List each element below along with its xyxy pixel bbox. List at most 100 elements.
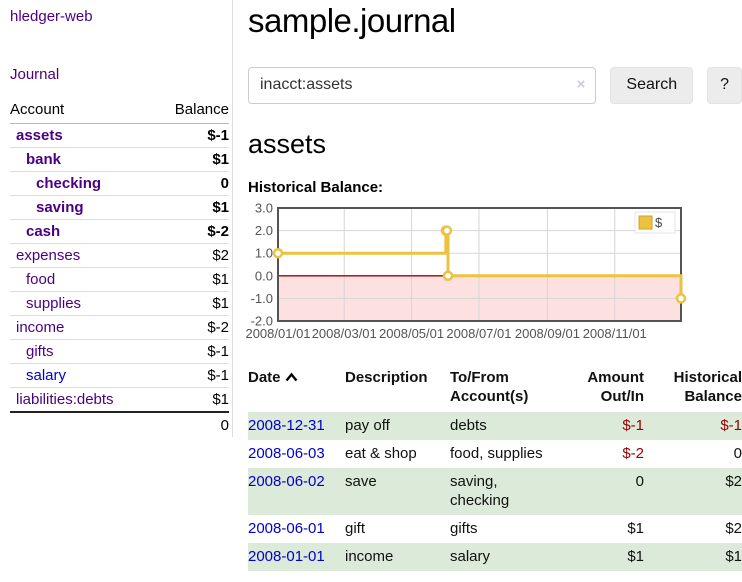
account-row: salary $-1 — [10, 363, 229, 388]
y-axis-label: 1.0 — [255, 246, 273, 261]
transaction-balance: $2 — [644, 467, 742, 515]
transaction-row[interactable]: 2008-06-03 eat & shop food, supplies $-2 0 — [248, 440, 742, 468]
legend-swatch — [638, 215, 653, 230]
historical-balance-chart: $3.0 2.0 1.0 0.0 -1.0 -2.0 2008/01/01 2008/03/0… — [245, 200, 742, 347]
page-title: sample.journal — [248, 2, 456, 39]
account-row: bank $1 — [10, 147, 229, 172]
y-axis-label: 0.0 — [255, 268, 273, 283]
y-axis-label: -1.0 — [251, 291, 273, 306]
transaction-date-link[interactable]: 2008-01-01 — [248, 547, 325, 565]
sidebar-account-link[interactable]: supplies — [26, 295, 82, 312]
transaction-date-link[interactable]: 2008-06-02 — [248, 472, 325, 490]
account-row: cash $-2 — [10, 219, 229, 244]
transaction-row[interactable]: 2008-01-01 income salary $1 $1 — [248, 542, 742, 571]
sidebar-account-link[interactable]: food — [26, 271, 56, 288]
main-content: sample.journal × Search ? assets Histori… — [233, 0, 742, 571]
sidebar-account-link[interactable]: income — [16, 319, 65, 336]
transaction-accounts: saving, checking — [450, 467, 562, 515]
x-axis-label: 2008/01/01 — [245, 326, 310, 341]
sidebar-account-link[interactable]: salary — [26, 367, 67, 384]
sidebar-account-link[interactable]: bank — [26, 151, 62, 168]
transaction-date-link[interactable]: 2008-06-03 — [248, 444, 325, 462]
col-description: Description — [345, 368, 428, 386]
x-axis-label: 2008/07/01 — [446, 326, 511, 341]
col-tofrom-accounts: To/From Account(s) — [450, 368, 529, 405]
app-title-link[interactable]: hledger-web — [10, 8, 93, 25]
transaction-amount: $1 — [627, 519, 644, 537]
transaction-account: salary — [450, 547, 491, 565]
account-row: liabilities:debts $1 — [10, 387, 229, 412]
sidebar-account-link[interactable]: saving — [36, 199, 84, 216]
accounts-total-row: 0 — [10, 411, 229, 437]
search-button[interactable]: Search — [610, 66, 694, 104]
account-row: expenses $2 — [10, 243, 229, 268]
search-input[interactable] — [248, 66, 597, 104]
total-balance: 0 — [153, 411, 229, 437]
transaction-description: eat & shop — [345, 444, 417, 462]
sidebar-account-link[interactable]: assets — [16, 127, 63, 144]
account-balance: $-1 — [153, 339, 229, 364]
transaction-description: save — [345, 467, 450, 515]
transaction-accounts: food, supplies — [450, 440, 562, 468]
account-balance: $1 — [153, 267, 229, 292]
transaction-row[interactable]: 2008-06-02 save saving, checking 0 $2 — [248, 467, 742, 515]
chart-title: Historical Balance: — [248, 178, 384, 196]
x-axis-label: 2008/09/01 — [515, 326, 580, 341]
sidebar-account-link[interactable]: checking — [36, 175, 102, 192]
transaction-accounts: gifts — [450, 515, 562, 543]
transaction-row[interactable]: 2008-06-01 gift gifts $1 $2 — [248, 515, 742, 543]
account-heading: assets — [248, 128, 327, 159]
col-historical-balance: Historical Balance — [673, 368, 742, 405]
transaction-description: gift — [345, 519, 366, 537]
transaction-description: income — [345, 542, 450, 571]
transaction-date-link[interactable]: 2008-06-01 — [248, 519, 325, 537]
account-balance: 0 — [153, 171, 229, 196]
col-date[interactable]: Date — [248, 368, 345, 412]
transaction-date-link[interactable]: 2008-12-31 — [248, 416, 325, 434]
account-balance: $1 — [153, 387, 229, 412]
transactions-table: Date Description To/From Account(s) Amou… — [248, 368, 742, 571]
account-row: assets $-1 — [10, 124, 229, 148]
transaction-account: gifts — [450, 519, 478, 537]
account-balance: $-1 — [153, 363, 229, 388]
transaction-amount: $1 — [562, 542, 644, 571]
transaction-row[interactable]: 2008-12-31 pay off debts $-1 $-1 — [248, 411, 742, 440]
transaction-balance: $2 — [725, 519, 742, 537]
chart-point — [272, 247, 284, 259]
account-row: food $1 — [10, 267, 229, 292]
chart-point — [441, 225, 453, 236]
account-row: saving $1 — [10, 195, 229, 220]
transaction-amount: $-2 — [622, 444, 644, 462]
sidebar-account-link[interactable]: expenses — [16, 247, 81, 264]
account-row: supplies $1 — [10, 291, 229, 316]
clear-search-icon[interactable]: × — [576, 75, 586, 93]
x-axis-label: 2008/05/01 — [379, 326, 444, 341]
legend-label: $ — [655, 215, 663, 230]
help-button[interactable]: ? — [707, 66, 742, 104]
transaction-description: pay off — [345, 411, 450, 440]
transaction-account: supplies — [487, 444, 543, 462]
chart-point — [675, 293, 687, 304]
accounts-col-account: Account — [10, 98, 154, 124]
y-axis-label: -2.0 — [251, 313, 273, 328]
sidebar-account-link[interactable]: cash — [26, 223, 61, 240]
transaction-amount: 0 — [562, 467, 644, 515]
col-amount: Amount Out/In — [587, 368, 644, 405]
transaction-accounts: salary — [450, 542, 562, 571]
sidebar-account-link[interactable]: liabilities:debts — [16, 391, 114, 408]
account-balance: $1 — [153, 147, 229, 172]
transaction-account: checking — [450, 491, 510, 509]
sidebar-account-link[interactable]: gifts — [26, 343, 54, 360]
transaction-balance: $-1 — [644, 411, 742, 440]
y-axis-label: 3.0 — [255, 200, 273, 215]
accounts-table: Account Balance assets $-1 bank $1 checking 0… — [10, 98, 229, 437]
accounts-col-balance: Balance — [153, 98, 229, 124]
sidebar: hledger-web Journal Account Balance asse… — [0, 0, 233, 437]
sidebar-item-journal[interactable]: Journal — [10, 66, 60, 83]
account-balance: $-2 — [153, 315, 229, 340]
transaction-balance: $1 — [644, 542, 742, 571]
account-balance: $-1 — [207, 127, 229, 144]
account-balance: $1 — [153, 291, 229, 316]
